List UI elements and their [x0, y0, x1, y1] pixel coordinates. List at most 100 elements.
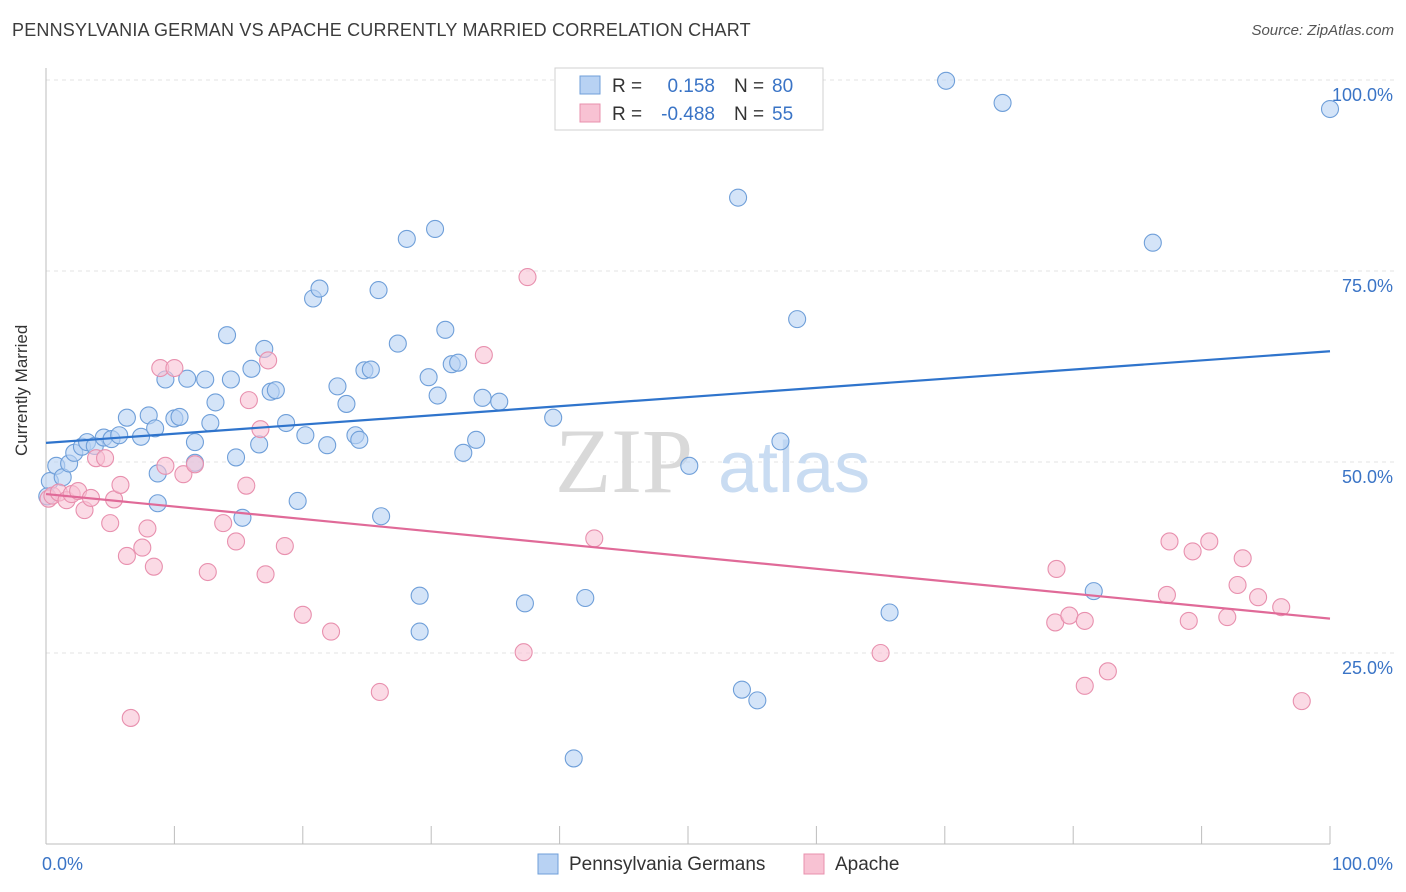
point-pennsylvania-germans — [328, 377, 347, 396]
watermark-atlas: atlas — [718, 428, 870, 508]
point-pennsylvania-germans — [201, 413, 220, 433]
point-pennsylvania-germans — [515, 594, 534, 613]
point-apache — [138, 519, 157, 538]
point-pennsylvania-germans — [428, 386, 447, 405]
trend-lines — [45, 350, 1331, 620]
point-apache — [1218, 608, 1237, 627]
legend-swatch-pennsylvania-germans — [537, 853, 559, 875]
point-pennsylvania-germans — [206, 393, 225, 412]
legend-swatch-apache — [803, 853, 825, 875]
stats-n-value-1: 80 — [772, 76, 793, 97]
stats-r-value-1: 0.158 — [667, 76, 715, 97]
stats-n-value-2: 55 — [772, 104, 793, 125]
point-apache — [518, 268, 537, 287]
stats-r-label-1: R = — [612, 76, 642, 97]
point-apache — [1249, 588, 1268, 607]
point-pennsylvania-germans — [372, 507, 391, 526]
point-apache — [133, 538, 152, 557]
point-pennsylvania-germans — [449, 353, 468, 372]
point-pennsylvania-germans — [729, 188, 748, 207]
point-pennsylvania-germans — [1320, 99, 1340, 119]
point-pennsylvania-germans — [185, 433, 204, 452]
stats-r-value-2: -0.488 — [661, 104, 715, 125]
point-pennsylvania-germans — [576, 588, 595, 608]
point-pennsylvania-germans — [296, 426, 315, 445]
point-apache — [370, 682, 389, 702]
point-apache — [1228, 575, 1247, 595]
point-pennsylvania-germans — [454, 443, 473, 462]
point-pennsylvania-germans — [350, 430, 369, 449]
point-pennsylvania-germans — [318, 436, 337, 455]
point-pennsylvania-germans — [1143, 233, 1162, 252]
point-apache — [1292, 692, 1311, 711]
point-pennsylvania-germans — [250, 435, 269, 454]
point-pennsylvania-germans — [266, 381, 285, 400]
point-pennsylvania-germans — [490, 392, 509, 411]
point-pennsylvania-germans — [473, 388, 492, 407]
point-pennsylvania-germans — [544, 408, 563, 427]
point-apache — [251, 420, 270, 439]
point-apache — [198, 562, 217, 582]
point-pennsylvania-germans — [146, 419, 165, 438]
point-pennsylvania-germans — [178, 369, 197, 388]
point-apache — [1098, 662, 1117, 681]
y-tick-label: 75.0% — [1342, 276, 1393, 296]
point-apache — [1179, 611, 1198, 630]
point-pennsylvania-germans — [388, 334, 407, 353]
stats-legend-box: R = 0.158 N = 80 R = -0.488 N = 55 — [554, 67, 824, 131]
point-apache — [259, 351, 278, 370]
legend-label-pennsylvania-germans: Pennsylvania Germans — [569, 854, 765, 875]
stats-swatch-apache — [579, 103, 601, 123]
point-apache — [1233, 549, 1252, 568]
point-pennsylvania-germans — [242, 359, 261, 378]
tick-labels: 25.0% 50.0% 75.0% 100.0% 0.0% 100.0% — [42, 85, 1393, 874]
point-apache — [117, 546, 136, 566]
point-pennsylvania-germans — [771, 432, 790, 451]
point-pennsylvania-germans — [217, 326, 237, 345]
stats-n-label-2: N = — [734, 104, 764, 125]
point-apache — [1047, 559, 1066, 579]
point-pennsylvania-germans — [310, 279, 329, 298]
point-pennsylvania-germans — [397, 229, 416, 248]
point-apache — [101, 514, 120, 533]
x-tick-label: 0.0% — [42, 854, 83, 874]
point-apache — [275, 536, 294, 556]
point-apache — [174, 465, 193, 484]
point-apache — [1075, 611, 1094, 630]
point-apache — [185, 455, 204, 474]
point-apache — [1200, 532, 1219, 551]
y-tick-label: 25.0% — [1342, 658, 1393, 678]
point-pennsylvania-germans — [226, 448, 246, 467]
point-pennsylvania-germans — [277, 413, 296, 433]
point-apache — [1075, 676, 1094, 695]
data-points — [38, 71, 1340, 768]
point-pennsylvania-germans — [564, 749, 583, 768]
point-pennsylvania-germans — [117, 408, 136, 427]
point-pennsylvania-germans — [426, 219, 445, 239]
point-pennsylvania-germans — [680, 456, 699, 475]
point-pennsylvania-germans — [410, 622, 429, 641]
point-pennsylvania-germans — [196, 370, 215, 389]
chart-source: Source: ZipAtlas.com — [1251, 22, 1394, 39]
point-apache — [144, 557, 163, 576]
watermark-zip: ZIP — [555, 410, 693, 512]
point-apache — [1160, 532, 1179, 551]
point-apache — [871, 643, 890, 663]
point-apache — [321, 622, 341, 641]
point-pennsylvania-germans — [880, 603, 899, 622]
point-pennsylvania-germans — [748, 691, 767, 710]
x-tick-label: 100.0% — [1332, 854, 1393, 874]
point-apache — [514, 643, 533, 662]
point-apache — [1157, 585, 1176, 604]
y-tick-label: 50.0% — [1342, 467, 1393, 487]
point-pennsylvania-germans — [288, 491, 307, 511]
point-pennsylvania-germans — [221, 370, 240, 389]
point-apache — [293, 605, 312, 624]
point-apache — [226, 532, 246, 551]
point-apache — [239, 391, 258, 410]
stats-r-label-2: R = — [612, 104, 642, 125]
point-pennsylvania-germans — [419, 368, 438, 387]
chart-title: PENNSYLVANIA GERMAN VS APACHE CURRENTLY … — [12, 20, 751, 40]
stats-n-label-1: N = — [734, 76, 764, 97]
